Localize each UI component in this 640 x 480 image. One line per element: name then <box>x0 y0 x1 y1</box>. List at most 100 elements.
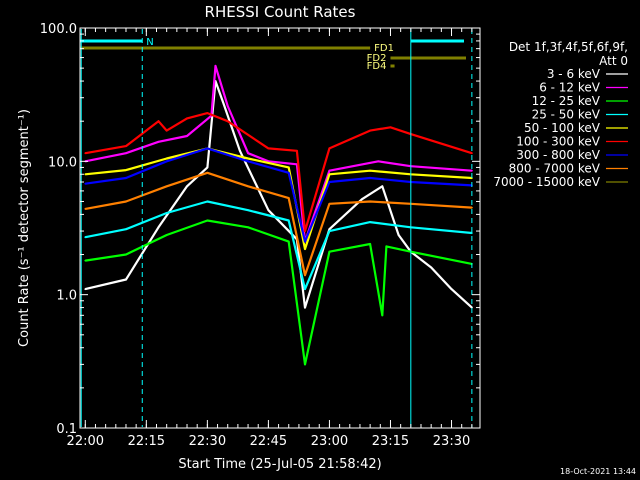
data-point-3-6-kev <box>267 209 270 212</box>
data-point-100-300-kev <box>369 129 371 132</box>
x-tick-label: 22:45 <box>250 434 287 449</box>
y-axis-label: Count Rate (s⁻¹ detector segment⁻¹) <box>17 109 32 347</box>
data-point-3-6-kev <box>186 185 188 188</box>
data-point-800-7000-kev <box>369 200 371 203</box>
data-point-3-6-kev <box>239 149 241 152</box>
data-point-12-25-kev <box>287 240 290 243</box>
data-point-50-100-kev <box>304 248 306 250</box>
data-point-25-50-kev <box>304 288 306 290</box>
x-tick-label: 22:00 <box>67 434 104 449</box>
data-point-3-6-kev <box>450 288 453 290</box>
y-axis-ticks: 0.1 1.0 10.0 100.0 <box>40 22 480 437</box>
data-point-800-7000-kev <box>165 185 168 188</box>
data-point-3-6-kev <box>157 226 160 229</box>
series-line-50-100-kev <box>85 147 472 251</box>
x-tick-label: 22:15 <box>128 434 165 449</box>
data-point-50-100-kev <box>84 173 87 176</box>
data-point-12-25-kev <box>165 234 168 236</box>
data-point-12-25-kev <box>247 226 250 229</box>
data-point-800-7000-kev <box>84 208 87 210</box>
data-point-50-100-kev <box>287 166 290 169</box>
data-point-12-25-kev <box>304 363 306 366</box>
data-point-100-300-kev <box>267 147 270 150</box>
data-point-25-50-kev <box>247 209 250 212</box>
data-point-25-50-kev <box>369 221 371 224</box>
series-line-6-12-kev <box>85 64 472 243</box>
flag-label-fd1: FD1 <box>374 43 394 54</box>
data-point-3-6-kev <box>328 228 331 231</box>
data-point-100-300-kev <box>84 152 87 155</box>
data-point-3-6-kev <box>430 266 433 269</box>
legend-label-50-100-kev: 50 - 100 keV <box>524 121 601 135</box>
data-point-800-7000-kev <box>247 185 250 188</box>
data-point-25-50-kev <box>84 236 87 239</box>
series-traces <box>84 64 473 366</box>
flag-label-fd2: FD2 <box>367 53 387 64</box>
data-point-3-6-kev <box>84 288 87 290</box>
data-point-300-800-kev <box>328 181 331 183</box>
data-point-12-25-kev <box>385 245 388 248</box>
data-point-12-25-kev <box>206 219 209 222</box>
series-line-12-25-kev <box>85 219 473 366</box>
legend-label-300-800-kev: 300 - 800 keV <box>516 148 600 162</box>
y-tick-label: 100.0 <box>40 22 77 37</box>
legend-label-6-12-kev: 6 - 12 keV <box>539 81 601 95</box>
data-point-50-100-kev <box>165 157 168 160</box>
series-line-100-300-kev <box>85 111 473 233</box>
x-tick-label: 23:30 <box>433 434 470 449</box>
y-tick-label: 1.0 <box>56 289 77 304</box>
render-timestamp: 18-Oct-2021 13:44 <box>560 467 636 476</box>
data-point-300-800-kev <box>304 240 306 243</box>
data-point-100-300-kev <box>125 145 127 148</box>
data-point-800-7000-kev <box>328 202 331 205</box>
data-point-12-25-kev <box>328 250 331 253</box>
data-point-6-12-kev <box>214 65 217 67</box>
data-point-3-6-kev <box>381 185 384 188</box>
data-point-50-100-kev <box>369 169 371 172</box>
legend: Det 1f,3f,4f,5f,6f,9f, Att 0 3 - 6 keV6 … <box>493 40 628 189</box>
plot-frame <box>79 27 481 429</box>
data-point-6-12-kev <box>377 160 380 163</box>
data-point-3-6-kev <box>361 198 363 201</box>
legend-label-12-25-kev: 12 - 25 keV <box>532 94 601 108</box>
legend-label-3-6-kev: 3 - 6 keV <box>547 67 601 81</box>
x-axis-label: Start Time (25-Jul-05 21:58:42) <box>178 457 381 472</box>
data-point-25-50-kev <box>125 228 127 231</box>
data-point-6-12-kev <box>226 105 229 107</box>
data-point-100-300-kev <box>389 126 392 129</box>
data-point-3-6-kev <box>206 166 209 169</box>
flag-label-fd4: FD4 <box>367 61 387 72</box>
data-point-800-7000-kev <box>304 274 306 277</box>
legend-header-attenuator: Att 0 <box>599 54 628 68</box>
data-point-6-12-kev <box>125 152 127 155</box>
data-point-100-300-kev <box>186 117 188 120</box>
data-point-12-25-kev <box>381 314 384 317</box>
data-point-3-6-kev <box>222 102 225 105</box>
data-point-100-300-kev <box>165 129 168 132</box>
data-point-25-50-kev <box>287 219 290 222</box>
data-point-100-300-kev <box>328 147 331 150</box>
x-tick-label: 23:15 <box>372 434 409 449</box>
data-point-25-50-kev <box>206 200 209 203</box>
x-tick-label: 23:00 <box>311 434 348 449</box>
y-tick-label: 10.0 <box>48 155 77 170</box>
data-point-6-12-kev <box>157 140 160 143</box>
data-point-100-300-kev <box>296 149 298 152</box>
data-point-3-6-kev <box>125 278 127 281</box>
legend-label-100-300-kev: 100 - 300 keV <box>516 135 600 149</box>
data-point-3-6-kev <box>397 234 400 236</box>
data-point-6-12-kev <box>247 152 250 155</box>
data-point-100-300-kev <box>226 120 229 123</box>
data-point-100-300-kev <box>304 230 306 233</box>
data-point-6-12-kev <box>328 169 331 172</box>
legend-label-25-50-kev: 25 - 50 keV <box>532 108 601 122</box>
data-point-800-7000-kev <box>287 197 290 200</box>
data-point-3-6-kev <box>304 306 306 309</box>
chart-title: RHESSI Count Rates <box>205 3 356 21</box>
data-point-300-800-kev <box>369 177 371 179</box>
data-point-800-7000-kev <box>125 200 127 203</box>
data-point-25-50-kev <box>328 230 331 233</box>
data-point-300-800-kev <box>165 160 168 163</box>
